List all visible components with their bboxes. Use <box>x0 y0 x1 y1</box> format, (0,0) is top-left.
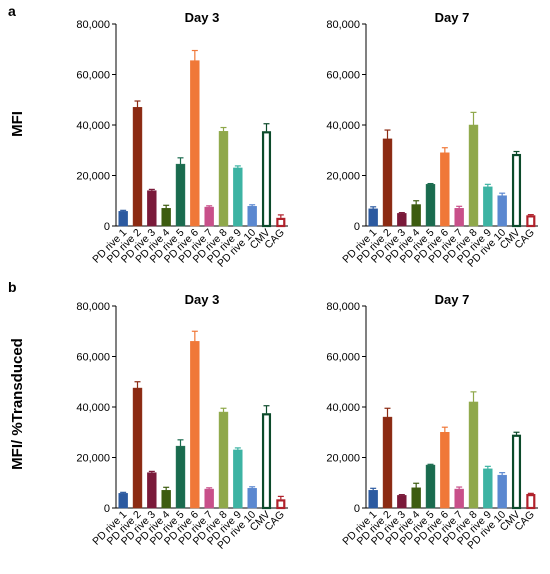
bar <box>218 411 229 509</box>
bar <box>411 204 421 227</box>
bar <box>218 131 229 227</box>
bar <box>440 152 450 227</box>
y-tick-label: 60,000 <box>326 352 360 364</box>
y-tick-label: 20,000 <box>326 171 360 183</box>
bar <box>276 217 286 228</box>
y-tick-label: 40,000 <box>76 120 110 132</box>
chart-title: Day 3 <box>185 292 220 307</box>
bar <box>468 401 479 509</box>
bar <box>261 413 272 510</box>
bar <box>411 487 421 509</box>
y-tick-label: 80,000 <box>76 19 110 31</box>
bar <box>147 190 157 227</box>
bar <box>247 206 257 227</box>
bar <box>204 206 214 227</box>
bar <box>161 490 171 509</box>
bar <box>190 60 200 227</box>
bar <box>175 445 186 509</box>
bar <box>147 472 157 509</box>
bar <box>454 208 464 227</box>
bar <box>118 493 128 509</box>
y-tick-label: 0 <box>104 221 110 233</box>
bar <box>161 208 171 227</box>
chart-title: Day 7 <box>435 10 470 25</box>
bar <box>261 131 272 228</box>
bar <box>382 416 393 509</box>
y-tick-label: 80,000 <box>76 301 110 313</box>
bar <box>526 494 536 510</box>
y-tick-label: 80,000 <box>326 301 360 313</box>
y-tick-label: 0 <box>354 221 360 233</box>
bar <box>511 153 522 228</box>
bar <box>132 387 143 509</box>
bar <box>497 195 507 227</box>
bar <box>204 488 214 509</box>
bar <box>454 488 464 509</box>
y-axis-title-a: MFI <box>9 111 26 137</box>
y-tick-label: 0 <box>354 503 360 515</box>
bar <box>483 468 493 509</box>
bar <box>397 495 407 509</box>
y-tick-label: 60,000 <box>76 70 110 82</box>
panel-letter-a: a <box>8 3 16 19</box>
bar <box>132 107 143 227</box>
y-tick-label: 40,000 <box>76 402 110 414</box>
bar <box>382 138 393 227</box>
panel-letter-b: b <box>8 279 17 295</box>
y-tick-label: 80,000 <box>326 19 360 31</box>
bar <box>175 163 186 227</box>
bar <box>397 213 407 227</box>
y-tick-label: 60,000 <box>326 70 360 82</box>
bar <box>233 449 243 509</box>
y-tick-label: 20,000 <box>76 171 110 183</box>
bar <box>368 490 378 509</box>
bar <box>368 208 378 227</box>
chart-title: Day 7 <box>435 292 470 307</box>
y-tick-label: 40,000 <box>326 120 360 132</box>
bar <box>526 215 536 228</box>
y-tick-label: 20,000 <box>76 453 110 465</box>
bar <box>233 167 243 227</box>
bar <box>483 186 493 227</box>
y-tick-label: 40,000 <box>326 402 360 414</box>
bar <box>190 341 200 509</box>
chart-title: Day 3 <box>185 10 220 25</box>
bar <box>497 474 507 509</box>
y-tick-label: 20,000 <box>326 453 360 465</box>
bar <box>440 432 450 509</box>
y-tick-label: 60,000 <box>76 352 110 364</box>
y-axis-title-b: MFI/ %Transduced <box>9 338 26 470</box>
bar <box>511 434 522 510</box>
bar <box>425 464 436 509</box>
bar <box>468 124 479 227</box>
y-tick-label: 0 <box>104 503 110 515</box>
bar <box>247 488 257 509</box>
bar <box>425 184 436 227</box>
bar <box>276 499 286 510</box>
bar <box>118 211 128 227</box>
